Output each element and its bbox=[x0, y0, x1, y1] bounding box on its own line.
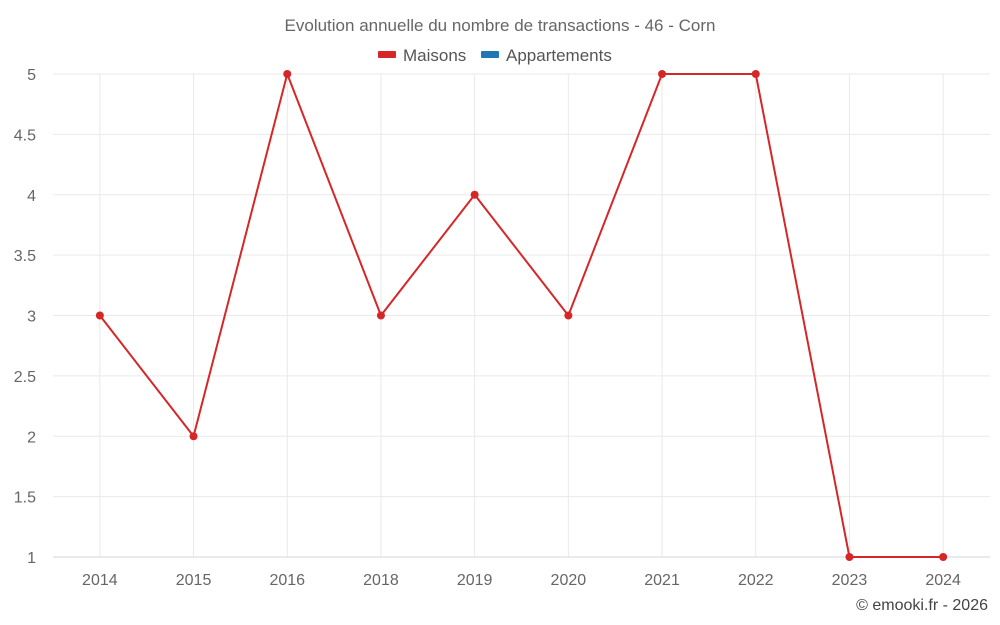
x-tick-label: 2016 bbox=[269, 572, 305, 589]
y-tick-label: 3 bbox=[27, 309, 36, 326]
data-point[interactable] bbox=[189, 432, 198, 441]
data-point[interactable] bbox=[845, 553, 854, 561]
x-tick-label: 2023 bbox=[832, 572, 868, 589]
legend-label-appartements: Appartements bbox=[506, 46, 612, 65]
x-tick-label: 2014 bbox=[82, 572, 118, 589]
x-tick-label: 2019 bbox=[457, 572, 493, 589]
data-point[interactable] bbox=[470, 190, 479, 199]
data-point[interactable] bbox=[564, 311, 573, 320]
y-tick-label: 1.5 bbox=[14, 490, 36, 507]
series-lines bbox=[99, 73, 944, 558]
x-tick-label: 2022 bbox=[738, 572, 774, 589]
data-point[interactable] bbox=[283, 70, 292, 78]
legend-swatch-appartements bbox=[481, 51, 499, 58]
grid-lines bbox=[53, 73, 990, 557]
legend-label-maisons: Maisons bbox=[403, 46, 466, 65]
chart-title: Evolution annuelle du nombre de transact… bbox=[285, 16, 716, 35]
series-line-maisons bbox=[99, 73, 944, 558]
x-tick-label: 2018 bbox=[363, 572, 399, 589]
data-points[interactable] bbox=[95, 70, 948, 561]
y-tick-label: 2.5 bbox=[14, 369, 36, 386]
y-tick-label: 1 bbox=[27, 550, 36, 567]
y-tick-label: 3.5 bbox=[14, 248, 36, 265]
x-tick-label: 2021 bbox=[644, 572, 680, 589]
y-tick-label: 4 bbox=[27, 188, 36, 205]
legend-item-appartements[interactable]: Appartements bbox=[481, 46, 612, 65]
y-tick-label: 2 bbox=[27, 429, 36, 446]
tick-labels: 1 1.5 2 2.5 3 3.5 4 4.5 5 2014 2015 2016 2018 2019 202… bbox=[14, 67, 961, 589]
y-tick-label: 4.5 bbox=[14, 127, 36, 144]
data-point[interactable] bbox=[939, 553, 948, 561]
data-point[interactable] bbox=[751, 70, 760, 78]
x-tick-label: 2020 bbox=[551, 572, 587, 589]
x-tick-label: 2024 bbox=[925, 572, 961, 589]
chart-legend[interactable]: Maisons Appartements bbox=[378, 46, 612, 65]
legend-swatch-maisons bbox=[378, 51, 396, 58]
data-point[interactable] bbox=[658, 70, 667, 78]
credit-text: © emooki.fr - 2026 bbox=[856, 597, 988, 614]
y-tick-label: 5 bbox=[27, 67, 36, 84]
data-point[interactable] bbox=[376, 311, 385, 320]
x-tick-label: 2015 bbox=[176, 572, 212, 589]
legend-item-maisons[interactable]: Maisons bbox=[378, 46, 466, 65]
data-point[interactable] bbox=[95, 311, 104, 320]
